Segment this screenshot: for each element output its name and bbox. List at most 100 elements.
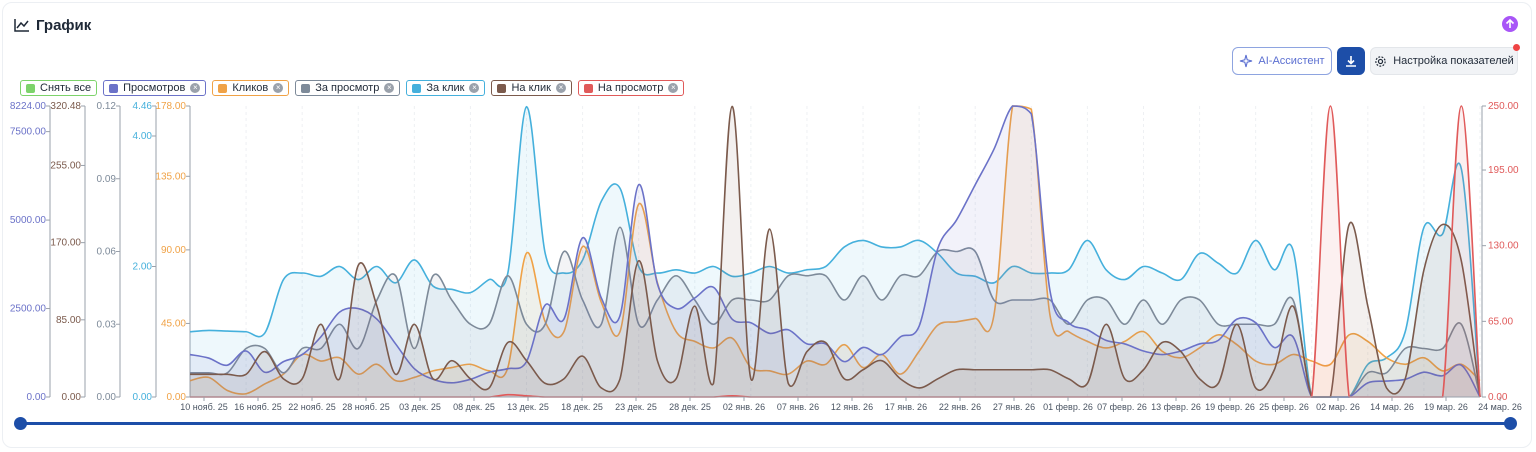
axis-tick-label: 135.00: [155, 171, 186, 182]
series-line: [189, 105, 1481, 398]
x-axis-tick-label: 14 мар. 26: [1370, 402, 1414, 412]
chart-header: График: [14, 14, 91, 36]
ai-assistant-button[interactable]: AI-Ассистент: [1232, 47, 1332, 75]
x-axis-tick-label: 24 мар. 26: [1478, 402, 1522, 412]
axis-tick-label: 0.00: [97, 392, 117, 403]
axis-tick-label: 2.00: [133, 262, 153, 273]
series-line: [190, 226, 1481, 398]
series-line: [190, 105, 1481, 398]
axis-tick-label: 7500.00: [10, 127, 47, 138]
legend-swatch: [301, 83, 311, 93]
series-area: [190, 106, 1480, 398]
axis-tick-label: 0.00: [1488, 392, 1508, 403]
axis-tick-label: 2500.00: [10, 304, 47, 315]
series-line: [189, 105, 1481, 395]
legend-label: За просмотр: [315, 82, 380, 94]
legend: Снять все Просмотров × Кликов × За просмотр ×…: [20, 80, 685, 96]
legend-label: За клик: [426, 82, 465, 94]
remove-series-icon[interactable]: ×: [273, 83, 284, 93]
line-chart-icon: [14, 19, 29, 32]
metrics-settings-button[interactable]: Настройка показателей: [1370, 47, 1518, 75]
axis-tick-label: 250.00: [1488, 101, 1519, 112]
gear-icon: [1375, 55, 1386, 67]
clear-all-swatch: [26, 83, 35, 93]
remove-series-icon[interactable]: ×: [555, 83, 566, 93]
series-area: [190, 106, 1480, 397]
legend-swatch: [412, 83, 422, 93]
axis-tick-label: 85.00: [56, 315, 81, 326]
series-area: [190, 106, 1480, 397]
collapse-button[interactable]: [1502, 16, 1518, 32]
x-axis-tick-label: 02 мар. 26: [1316, 402, 1360, 412]
x-axis-tick-label: 18 дек. 25: [561, 402, 603, 412]
x-axis-tick-label: 13 дек. 25: [507, 402, 549, 412]
page-title: График: [36, 16, 92, 34]
x-axis-tick-label: 02 янв. 26: [723, 402, 765, 412]
clear-all-chip[interactable]: Снять все: [20, 80, 98, 96]
range-slider-end-handle[interactable]: [1504, 417, 1517, 430]
metrics-settings-label: Настройка показателей: [1393, 55, 1514, 67]
legend-chip[interactable]: Просмотров ×: [103, 80, 207, 96]
axis-tick-label: 90.00: [161, 245, 186, 256]
x-axis-tick-label: 16 нояб. 25: [234, 402, 282, 412]
legend-label: Просмотров: [123, 82, 186, 94]
x-axis-tick-label: 22 нояб. 25: [288, 402, 336, 412]
x-axis-tick-label: 28 нояб. 25: [342, 402, 390, 412]
series-line: [189, 105, 1481, 398]
ai-assistant-label: AI-Ассистент: [1258, 55, 1325, 67]
axis-tick-label: 0.00: [133, 392, 153, 403]
x-axis-tick-label: 13 февр. 26: [1151, 402, 1201, 412]
axis-tick-label: 4.00: [133, 131, 153, 142]
remove-series-icon[interactable]: ×: [668, 83, 679, 93]
x-axis-tick-label: 25 февр. 26: [1259, 402, 1309, 412]
legend-chip[interactable]: За просмотр ×: [295, 80, 401, 96]
download-button[interactable]: [1337, 47, 1365, 75]
axis-tick-label: 170.00: [50, 238, 81, 249]
legend-swatch: [218, 83, 228, 93]
x-axis-tick-label: 12 янв. 26: [831, 402, 873, 412]
legend-chip[interactable]: На клик ×: [491, 80, 572, 96]
axis-tick-label: 0.06: [97, 247, 117, 258]
x-axis-tick-label: 27 янв. 26: [993, 402, 1035, 412]
x-axis-tick-label: 10 нояб. 25: [180, 402, 228, 412]
arrow-up-icon: [1505, 18, 1515, 28]
x-axis-tick-label: 19 мар. 26: [1424, 402, 1468, 412]
x-axis-tick-label: 19 февр. 26: [1205, 402, 1255, 412]
legend-chip[interactable]: За клик ×: [406, 80, 486, 96]
remove-series-icon[interactable]: ×: [469, 83, 480, 93]
legend-swatch: [497, 83, 507, 93]
download-icon: [1346, 56, 1356, 67]
x-axis-tick-label: 01 февр. 26: [1043, 402, 1093, 412]
x-axis-tick-label: 17 янв. 26: [885, 402, 927, 412]
axis-tick-label: 8224.00: [10, 101, 47, 112]
series-area: [190, 106, 1480, 397]
clear-all-label: Снять все: [40, 82, 92, 94]
axis-tick-label: 5000.00: [10, 215, 47, 226]
x-axis-tick-label: 03 дек. 25: [399, 402, 441, 412]
axis-tick-label: 0.00: [62, 392, 82, 403]
sparkle-icon: [1240, 54, 1253, 68]
axis-tick-label: 130.00: [1488, 241, 1519, 252]
axis-tick-label: 0.09: [97, 174, 117, 185]
axis-tick-label: 0.12: [97, 101, 117, 112]
axis-tick-label: 178.00: [155, 101, 186, 112]
legend-swatch: [109, 83, 119, 93]
remove-series-icon[interactable]: ×: [190, 83, 201, 93]
x-axis-tick-label: 28 дек. 25: [669, 402, 711, 412]
axis-tick-label: 65.00: [1488, 316, 1513, 327]
legend-chip[interactable]: Кликов ×: [212, 80, 290, 96]
range-slider-start-handle[interactable]: [14, 417, 27, 430]
legend-label: На просмотр: [597, 82, 664, 94]
axis-tick-label: 4.46: [133, 101, 153, 112]
legend-label: Кликов: [232, 82, 269, 94]
axis-tick-label: 255.00: [50, 160, 81, 171]
axis-tick-label: 0.00: [167, 392, 187, 403]
axis-tick-label: 0.00: [27, 392, 47, 403]
x-axis-tick-label: 08 дек. 25: [453, 402, 495, 412]
remove-series-icon[interactable]: ×: [384, 83, 395, 93]
legend-swatch: [583, 83, 593, 93]
x-axis-tick-label: 23 дек. 25: [615, 402, 657, 412]
range-slider-track[interactable]: [20, 422, 1511, 425]
legend-chip[interactable]: На просмотр ×: [577, 80, 685, 96]
